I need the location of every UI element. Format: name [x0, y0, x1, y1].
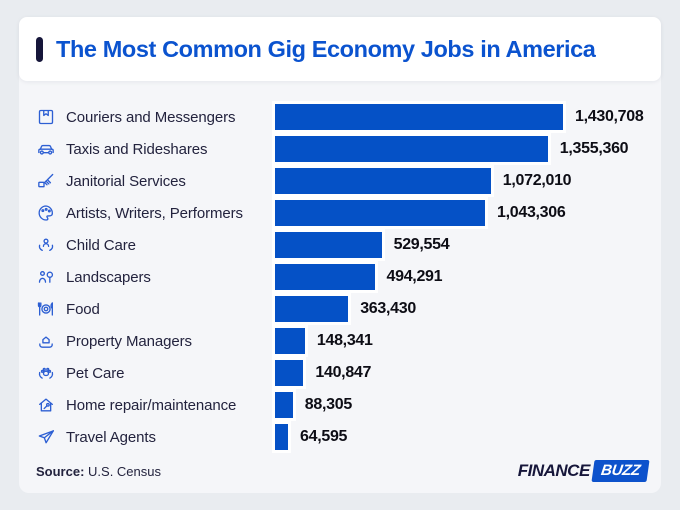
- logo-text-buzz: BUZZ: [591, 460, 650, 482]
- source-label: Source:: [36, 463, 85, 479]
- chart-row: Couriers and Messengers 1,430,708: [36, 101, 651, 133]
- financebuzz-logo: FINANCE BUZZ: [517, 460, 650, 482]
- bar: [272, 325, 308, 357]
- category-label: Pet Care: [66, 364, 125, 382]
- bar-value: 88,305: [304, 396, 352, 413]
- bar: [272, 389, 296, 421]
- bar-value: 64,595: [300, 428, 348, 445]
- palette-icon: [36, 203, 56, 223]
- bar-value: 1,355,360: [559, 140, 629, 157]
- footer: Source: U.S. Census FINANCE BUZZ: [36, 459, 650, 483]
- chart-row: Landscapers 494,291: [36, 261, 651, 293]
- bar-value: 1,043,306: [497, 204, 566, 221]
- pet-care-icon: [36, 363, 56, 383]
- chart-row: Home repair/maintenance 88,305: [36, 389, 651, 421]
- category-label: Travel Agents: [66, 428, 156, 446]
- bar: [272, 293, 352, 325]
- category-label: Food: [66, 300, 100, 318]
- chart-row: Travel Agents 64,595: [36, 421, 651, 453]
- category-label: Landscapers: [66, 268, 151, 286]
- bar-value: 494,291: [386, 268, 443, 285]
- bar: [272, 229, 385, 261]
- bar: [272, 357, 307, 389]
- bar: [272, 101, 566, 133]
- category-label: Artists, Writers, Performers: [66, 204, 243, 222]
- page-title: The Most Common Gig Economy Jobs in Amer…: [56, 35, 596, 62]
- chart-row: Pet Care 140,847: [36, 357, 651, 389]
- chart-row: Taxis and Rideshares 1,355,360: [36, 133, 651, 165]
- package-icon: [36, 107, 56, 127]
- bar-value: 148,341: [316, 332, 373, 349]
- chart-row: Food 363,430: [36, 293, 651, 325]
- category-label: Home repair/maintenance: [66, 396, 237, 414]
- logo-text-finance: FINANCE: [517, 461, 591, 480]
- bar-value: 363,430: [360, 300, 416, 317]
- chart-row: Janitorial Services 1,072,010: [36, 165, 651, 197]
- child-care-icon: [36, 235, 56, 255]
- cleaning-icon: [36, 171, 56, 191]
- bar-chart: Couriers and Messengers 1,430,708 Taxis …: [36, 101, 651, 453]
- chart-row: Artists, Writers, Performers 1,043,306: [36, 197, 651, 229]
- travel-icon: [36, 427, 56, 447]
- category-label: Taxis and Rideshares: [66, 140, 208, 158]
- bar-value: 529,554: [393, 236, 450, 253]
- category-label: Child Care: [66, 236, 136, 254]
- source-value: U.S. Census: [84, 463, 161, 479]
- bar: [272, 197, 488, 229]
- bar-value: 140,847: [315, 364, 372, 381]
- bar: [272, 165, 494, 197]
- car-icon: [36, 139, 56, 159]
- home-repair-icon: [36, 395, 56, 415]
- title-accent-bar: [36, 36, 43, 62]
- title-band: The Most Common Gig Economy Jobs in Amer…: [19, 17, 661, 81]
- bar: [272, 421, 291, 453]
- category-label: Couriers and Messengers: [66, 108, 236, 126]
- bar: [272, 133, 551, 165]
- food-icon: [36, 299, 56, 319]
- content-card: The Most Common Gig Economy Jobs in Amer…: [19, 17, 661, 493]
- property-icon: [36, 331, 56, 351]
- bar-value: 1,430,708: [575, 108, 644, 125]
- landscaper-icon: [36, 267, 56, 287]
- chart-row: Property Managers 148,341: [36, 325, 651, 357]
- chart-row: Child Care 529,554: [36, 229, 651, 261]
- category-label: Janitorial Services: [66, 172, 186, 190]
- bar-value: 1,072,010: [502, 172, 572, 189]
- source-note: Source: U.S. Census: [36, 464, 161, 479]
- category-label: Property Managers: [66, 332, 192, 350]
- bar: [272, 261, 378, 293]
